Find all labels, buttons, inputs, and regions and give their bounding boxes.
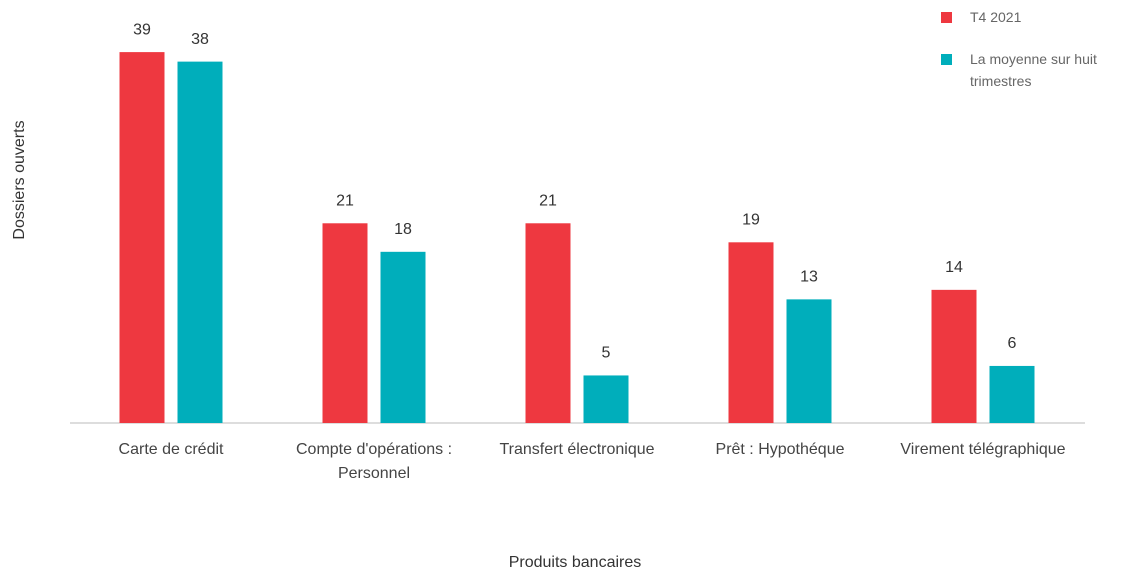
x-tick-label: Prêt : Hypothéque — [715, 441, 845, 458]
data-label: 6 — [1008, 335, 1017, 352]
x-tick-label: Transfert électronique — [499, 441, 655, 458]
bar — [525, 223, 571, 423]
data-label: 21 — [539, 193, 557, 210]
data-label: 19 — [742, 212, 760, 229]
bar — [322, 223, 368, 423]
y-axis-title: Dossiers ouverts — [11, 120, 28, 239]
data-label: 14 — [945, 259, 963, 276]
x-axis-title: Produits bancaires — [509, 554, 642, 571]
bar — [583, 375, 629, 423]
x-tick-label: Carte de crédit — [118, 441, 224, 458]
data-label: 21 — [336, 193, 354, 210]
data-label: 13 — [800, 269, 818, 286]
legend-label: La moyenne sur huit trimestres — [970, 51, 1097, 89]
legend-swatch — [941, 54, 952, 65]
bar — [786, 299, 832, 423]
x-tick-label: Compte d'opérations : Personnel — [295, 441, 453, 482]
legend-swatch — [941, 12, 952, 23]
x-tick-label: Virement télégraphique — [900, 441, 1066, 458]
bar — [989, 365, 1035, 423]
bar — [380, 251, 426, 423]
data-label: 38 — [191, 31, 209, 48]
bar — [931, 289, 977, 423]
legend-label: T4 2021 — [970, 9, 1022, 25]
bar — [119, 52, 165, 424]
bar — [177, 61, 223, 424]
data-label: 39 — [133, 21, 151, 38]
data-label: 5 — [602, 345, 611, 362]
bar — [728, 242, 774, 423]
data-label: 18 — [394, 221, 412, 238]
